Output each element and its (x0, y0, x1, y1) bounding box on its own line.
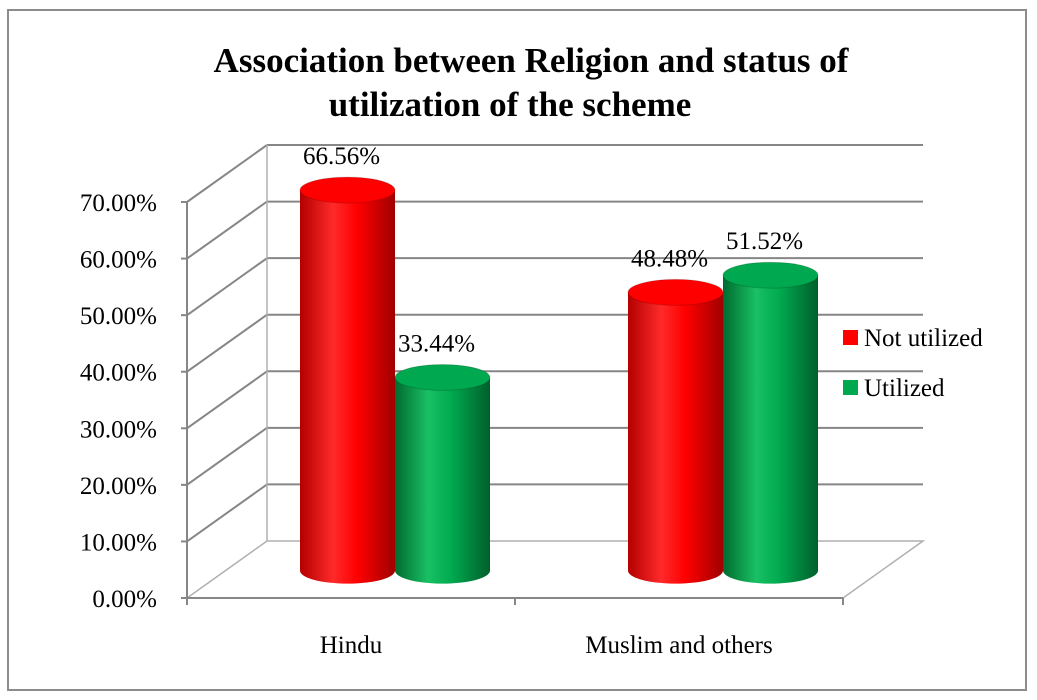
y-tick-label: 40.00% (80, 360, 157, 387)
category-label: Muslim and others (585, 632, 773, 659)
legend-label: Not utilized (864, 325, 983, 352)
legend-label: Utilized (864, 375, 945, 402)
bar-top (394, 363, 491, 391)
gridline-diagonal (186, 257, 268, 316)
bar-utilized (394, 363, 491, 584)
y-tick-label: 70.00% (80, 190, 157, 217)
y-tick-label: 60.00% (80, 247, 157, 274)
bar-utilized (722, 261, 819, 584)
bar-body (395, 377, 491, 584)
bar-body (300, 190, 395, 584)
legend-swatch (843, 330, 858, 345)
bar-body (628, 292, 723, 584)
gridline-diagonal (186, 313, 268, 373)
gridline-diagonal (186, 427, 268, 486)
legend-swatch (843, 380, 858, 395)
legend: Not utilized Utilized (843, 325, 983, 402)
chart-title-line-1: Association between Religion and status … (214, 41, 849, 80)
bar-not-utilized (299, 176, 396, 584)
bars (299, 176, 819, 584)
gridline-diagonal (186, 200, 268, 260)
y-tick-label: 0.00% (92, 586, 157, 613)
data-label: 33.44% (398, 330, 475, 357)
y-tick-label: 30.00% (80, 416, 157, 443)
y-tick-label: 50.00% (80, 303, 157, 330)
bar-top (299, 176, 396, 204)
category-label: Hindu (320, 632, 383, 659)
bar-top (722, 261, 819, 289)
gridline-diagonal (186, 144, 268, 203)
data-labels: 66.56% 33.44% 48.48% 51.52% (303, 143, 803, 357)
bar-top (627, 278, 724, 306)
x-axis-categories: Hindu Muslim and others (320, 632, 773, 659)
gridline-diagonal (186, 370, 268, 430)
y-tick-label: 20.00% (80, 473, 157, 500)
y-axis-ticks: 0.00% 10.00% 20.00% 30.00% 40.00% 50.00% 60.00… (80, 190, 157, 613)
bar-body (723, 275, 818, 584)
data-label: 51.52% (726, 228, 803, 255)
y-tick-label: 10.00% (80, 529, 157, 556)
data-label: 48.48% (631, 245, 708, 272)
bar-not-utilized (627, 278, 724, 584)
data-label: 66.56% (303, 143, 380, 170)
chart-title-line-2: utilization of the scheme (329, 85, 692, 124)
gridline-diagonal (186, 483, 268, 543)
